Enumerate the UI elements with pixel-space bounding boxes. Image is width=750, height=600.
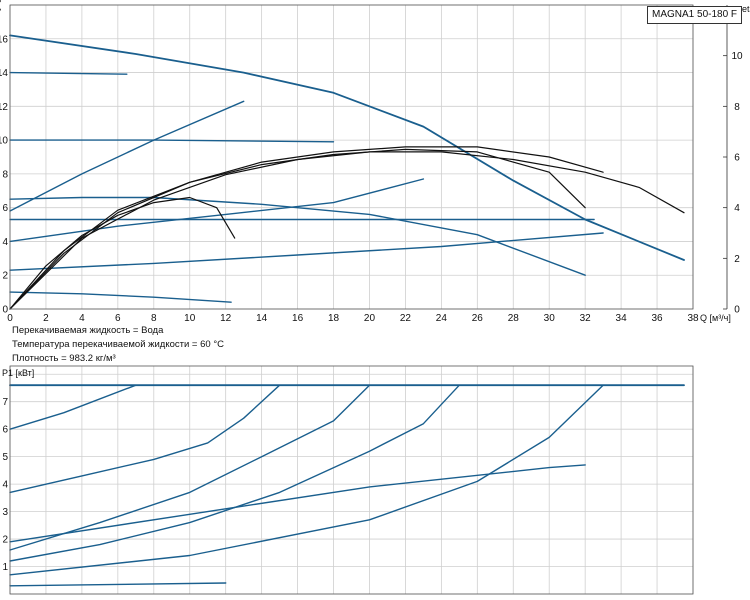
power-axis-label: P1 [кВт] xyxy=(2,368,34,378)
flow-tick-label: 36 xyxy=(651,313,663,324)
power-tick-label: 4 xyxy=(2,480,8,491)
flow-tick-label: 38 xyxy=(687,313,699,324)
head-control-curve xyxy=(9,232,604,271)
power-chart-axes: 1 2 3 4 5 6 7 xyxy=(2,365,694,595)
efficiency-tick-label: 10 xyxy=(731,51,743,62)
flow-tick-label: 16 xyxy=(292,313,304,324)
head-control-curve xyxy=(9,291,232,303)
power-curve xyxy=(9,464,586,543)
flow-tick-label: 0 xyxy=(7,313,13,324)
flow-tick-label: 26 xyxy=(472,313,484,324)
power-chart-frame xyxy=(9,365,694,595)
liquid-density-info: Плотность = 983.2 кг/м³ xyxy=(12,353,116,364)
efficiency-tick-label: 2 xyxy=(734,254,740,265)
efficiency-curve xyxy=(9,151,685,310)
head-control-curve xyxy=(9,178,425,243)
power-curve xyxy=(9,582,227,587)
head-chart-axes: 0 2 4 6 8 10 12 14 16 18 20 22 24 26 28 30 32 34 36 3802468… xyxy=(0,4,743,324)
flow-tick-label: 20 xyxy=(364,313,376,324)
flow-axis-label: Q [м³/ч] xyxy=(700,313,731,323)
power-curve xyxy=(9,384,460,562)
head-tick-label: 4 xyxy=(2,237,8,248)
flow-tick-label: 34 xyxy=(616,313,628,324)
head-tick-label: 6 xyxy=(2,203,8,214)
power-tick-label: 1 xyxy=(2,562,8,573)
head-control-curve xyxy=(9,139,335,143)
head-tick-label: 16 xyxy=(0,34,8,45)
head-tick-label: 12 xyxy=(0,102,8,113)
head-tick-label: 10 xyxy=(0,136,8,147)
max-head-curve xyxy=(9,34,685,261)
power-curve xyxy=(9,384,371,551)
power-tick-label: 3 xyxy=(2,507,8,518)
flow-tick-label: 8 xyxy=(151,313,157,324)
power-curve xyxy=(9,384,137,430)
power-chart-curves xyxy=(9,384,685,587)
flow-tick-label: 24 xyxy=(436,313,448,324)
flow-tick-label: 10 xyxy=(184,313,196,324)
power-tick-label: 5 xyxy=(2,452,8,463)
flow-tick-label: 14 xyxy=(256,313,268,324)
flow-tick-label: 28 xyxy=(508,313,520,324)
head-chart-curves xyxy=(9,34,685,310)
flow-tick-label: 6 xyxy=(115,313,121,324)
head-control-curve xyxy=(9,196,586,276)
head-control-curve xyxy=(9,100,245,212)
efficiency-tick-label: 6 xyxy=(734,153,740,164)
head-tick-label: 2 xyxy=(2,271,8,282)
flow-tick-label: 2 xyxy=(43,313,49,324)
power-curve xyxy=(9,384,604,576)
power-tick-label: 7 xyxy=(2,397,8,408)
liquid-temperature-info: Температура перекачиваемой жидкости = 60… xyxy=(12,339,224,350)
pump-model-label: MAGNA1 50-180 F xyxy=(647,6,743,24)
efficiency-curve xyxy=(9,146,604,310)
head-axis-label: H [м] xyxy=(0,0,1,20)
head-tick-label: 0 xyxy=(2,305,8,316)
power-chart-grid xyxy=(9,366,694,595)
head-tick-label: 14 xyxy=(0,68,8,79)
flow-tick-label: 22 xyxy=(400,313,412,324)
flow-tick-label: 18 xyxy=(328,313,340,324)
flow-tick-label: 30 xyxy=(544,313,556,324)
efficiency-tick-label: 0 xyxy=(734,305,740,316)
efficiency-axis-label: eta [%] xyxy=(742,4,750,14)
efficiency-tick-label: 4 xyxy=(734,203,740,214)
head-chart-grid xyxy=(9,4,694,310)
flow-tick-label: 12 xyxy=(220,313,232,324)
power-tick-label: 6 xyxy=(2,425,8,436)
pumped-liquid-info: Перекачиваемая жидкость = Вода xyxy=(12,325,164,336)
power-curve xyxy=(9,384,281,494)
flow-tick-label: 32 xyxy=(580,313,592,324)
efficiency-tick-label: 8 xyxy=(734,102,740,113)
flow-tick-label: 4 xyxy=(79,313,85,324)
head-tick-label: 8 xyxy=(2,169,8,180)
power-tick-label: 2 xyxy=(2,535,8,546)
head-chart-frame xyxy=(9,4,694,310)
head-control-curve xyxy=(9,71,128,75)
